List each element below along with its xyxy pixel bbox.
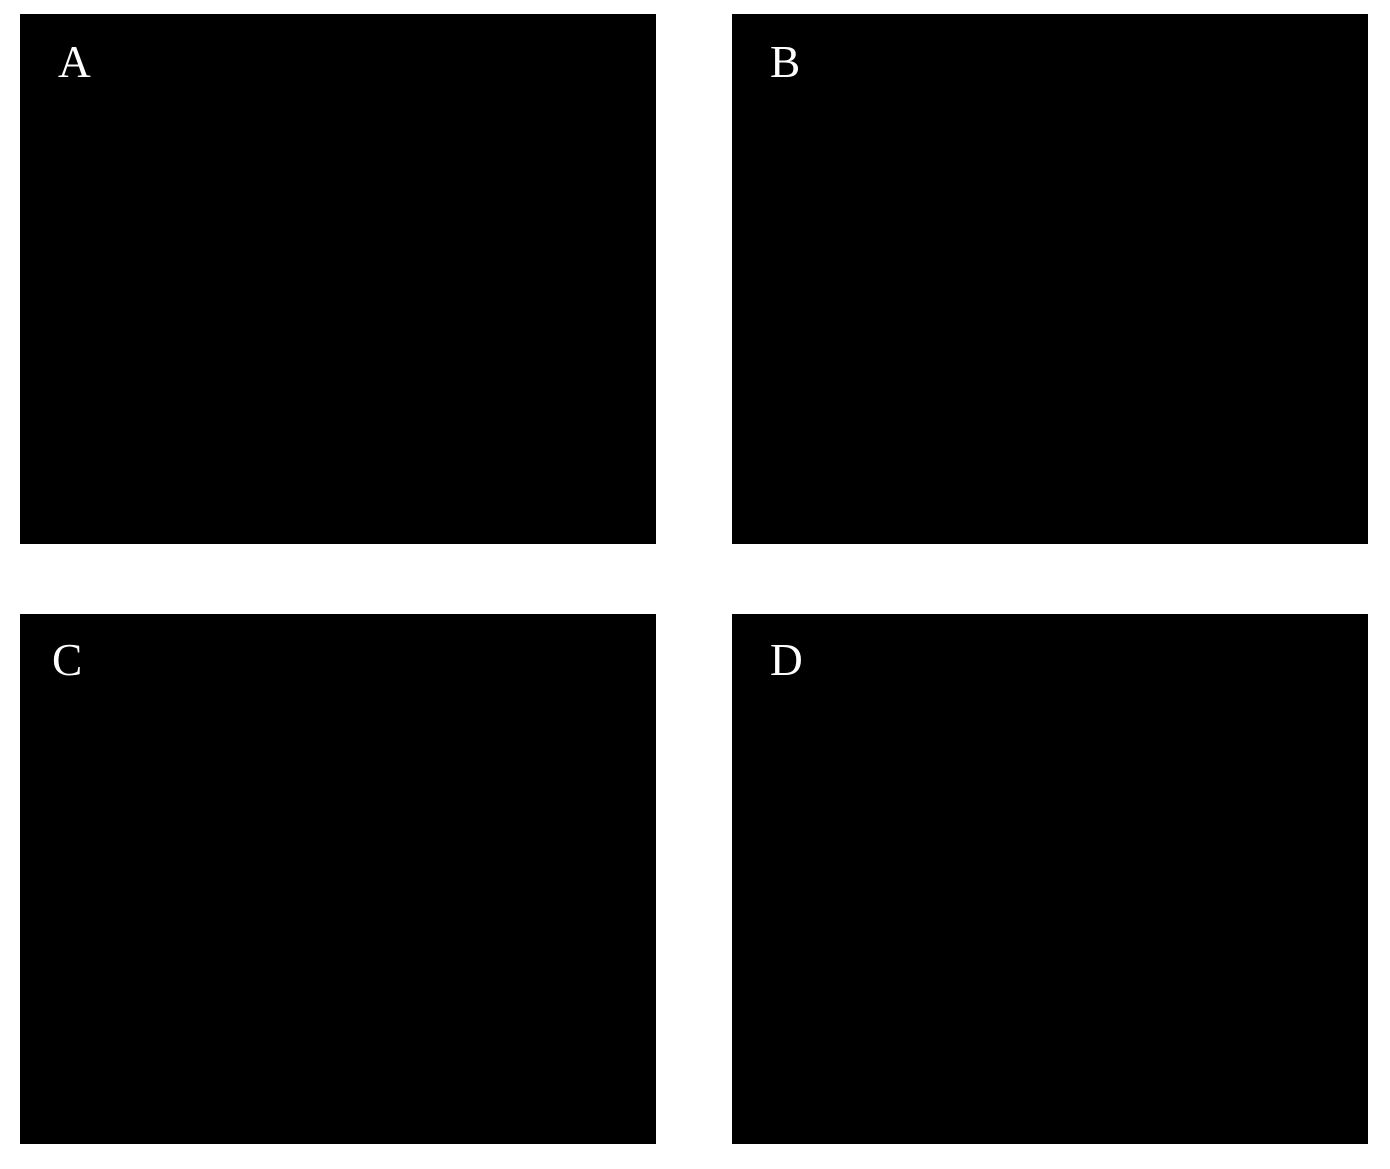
panel-c-label: C	[52, 638, 82, 683]
panel-c: C	[20, 614, 656, 1144]
panel-b-label: B	[770, 40, 800, 85]
panel-a-label: A	[58, 40, 91, 85]
figure-panel-grid: A B C D	[0, 0, 1390, 1169]
panel-d-label: D	[770, 638, 803, 683]
panel-b: B	[732, 14, 1368, 544]
panel-a: A	[20, 14, 656, 544]
panel-d: D	[732, 614, 1368, 1144]
